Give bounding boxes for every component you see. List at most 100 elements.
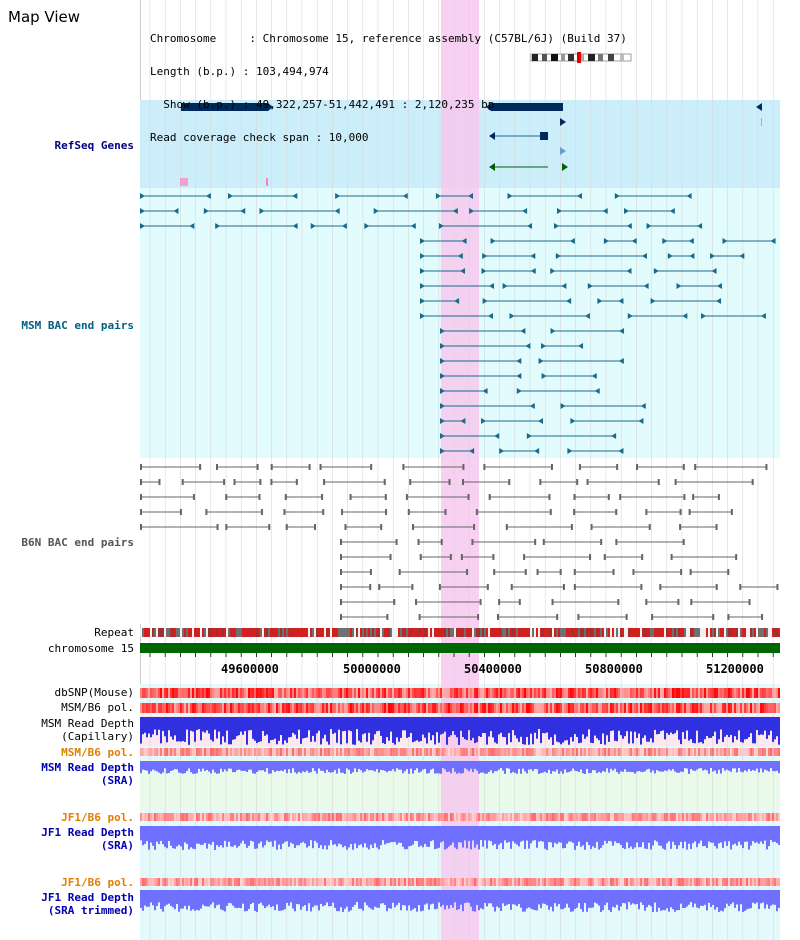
read-depth-bar: [164, 717, 166, 737]
heat-cell: [308, 748, 310, 756]
read-depth-bar: [596, 761, 598, 774]
heat-cell: [748, 748, 750, 756]
track-label-jf1-b6-pol[interactable]: JF1/B6 pol.: [61, 811, 134, 824]
heat-cell: [450, 878, 452, 886]
b6n-bac-end: [140, 464, 142, 470]
chromosome-ideogram[interactable]: [530, 52, 632, 63]
heat-cell: [296, 878, 298, 886]
read-depth-bar: [488, 761, 490, 772]
read-depth-bar: [394, 890, 396, 908]
heat-cell: [308, 703, 310, 713]
read-depth-bar: [546, 717, 548, 733]
heat-cell: [476, 703, 478, 713]
read-depth-bar: [228, 761, 230, 769]
read-depth-bar: [470, 761, 472, 769]
b6n-bac-end: [412, 524, 415, 530]
track-label-refseq-genes[interactable]: RefSeq Genes: [54, 139, 134, 152]
heat-cell: [616, 813, 618, 821]
heat-cell: [394, 813, 396, 821]
track-label-chromosome[interactable]: chromosome 15: [47, 642, 134, 655]
b6n-bac-end: [641, 554, 644, 560]
heat-cell: [528, 748, 530, 756]
track-label-jf1-b6-pol-2[interactable]: JF1/B6 pol.: [61, 876, 134, 889]
heat-cell: [268, 688, 270, 698]
read-depth-bar: [320, 826, 322, 846]
heat-cell: [382, 748, 384, 756]
repeat-segment: [510, 628, 512, 637]
read-depth-bar: [686, 761, 688, 769]
read-depth-bar: [388, 761, 390, 771]
heat-cell: [706, 748, 708, 756]
heat-cell: [380, 703, 382, 713]
heat-cell: [400, 748, 402, 756]
heat-cell: [468, 813, 470, 821]
heat-cell: [640, 703, 642, 713]
heat-cell: [364, 748, 366, 756]
track-label-msm-bac[interactable]: MSM BAC end pairs: [21, 319, 134, 332]
heat-cell: [710, 748, 712, 756]
msm-bac-end: [420, 298, 425, 304]
read-depth-bar: [662, 761, 664, 772]
heat-cell: [652, 703, 654, 713]
track-label-msm-b6-pol-2[interactable]: MSM/B6 pol.: [61, 746, 134, 759]
track-label-b6n-bac[interactable]: B6N BAC end pairs: [21, 536, 134, 549]
read-depth-bar: [398, 826, 400, 843]
heat-cell: [246, 878, 248, 886]
msm-bac-end: [215, 223, 221, 229]
heat-cell: [386, 813, 388, 821]
track-label-repeat[interactable]: Repeat: [94, 626, 134, 639]
heat-cell: [634, 878, 636, 886]
msm-bac-end: [502, 283, 508, 289]
heat-cell: [304, 748, 306, 756]
b6n-bac-end: [551, 599, 554, 605]
read-depth-bar: [418, 826, 420, 847]
read-depth-bar: [728, 761, 730, 771]
heat-cell: [512, 688, 514, 698]
read-depth-bar: [626, 717, 628, 732]
read-depth-bar: [688, 826, 690, 844]
heat-cell: [142, 813, 144, 821]
heat-cell: [586, 813, 588, 821]
repeat-segment: [754, 628, 756, 637]
read-depth-bar: [314, 826, 316, 841]
heat-cell: [750, 688, 752, 698]
track-label-msm-depth-sra[interactable]: MSM Read Depth (SRA): [41, 761, 134, 787]
read-depth-bar: [558, 826, 560, 843]
heat-cell: [392, 813, 394, 821]
repeat-segment: [610, 628, 612, 637]
read-depth-bar: [484, 890, 486, 903]
track-label-msm-depth-capillary[interactable]: MSM Read Depth (Capillary): [41, 717, 134, 743]
track-label-jf1-depth-trimmed[interactable]: JF1 Read Depth (SRA trimmed): [41, 891, 134, 917]
read-depth-bar: [436, 717, 438, 733]
read-depth-bar: [738, 761, 740, 769]
msm-bac-end: [618, 358, 624, 364]
heat-cell: [376, 748, 378, 756]
track-label-dbsnp[interactable]: dbSNP(Mouse): [54, 686, 134, 699]
heat-cell: [642, 748, 644, 756]
heat-cell: [180, 703, 182, 713]
msm-bac-end: [566, 298, 572, 304]
read-depth-bar: [516, 826, 518, 845]
read-depth-bar: [382, 717, 384, 743]
read-depth-bar: [734, 717, 736, 737]
read-depth-bar: [290, 717, 292, 737]
heat-cell: [428, 878, 430, 886]
read-depth-bar: [546, 761, 548, 773]
read-depth-bar: [680, 826, 682, 842]
read-depth-bar: [706, 717, 708, 736]
heat-cell: [376, 813, 378, 821]
track-label-msm-b6-pol[interactable]: MSM/B6 pol.: [61, 701, 134, 714]
heat-cell: [282, 703, 284, 713]
read-depth-bar: [178, 890, 180, 912]
repeat-segment: [234, 628, 236, 637]
read-depth-bar: [146, 890, 148, 907]
msm-bac-end: [557, 208, 563, 214]
heat-cell: [436, 878, 438, 886]
msm-bac-end: [440, 448, 445, 454]
read-depth-bar: [722, 826, 724, 848]
heat-cell: [422, 703, 424, 713]
heat-cell: [368, 813, 370, 821]
heat-cell: [242, 813, 244, 821]
track-label-jf1-depth-sra[interactable]: JF1 Read Depth (SRA): [41, 826, 134, 852]
